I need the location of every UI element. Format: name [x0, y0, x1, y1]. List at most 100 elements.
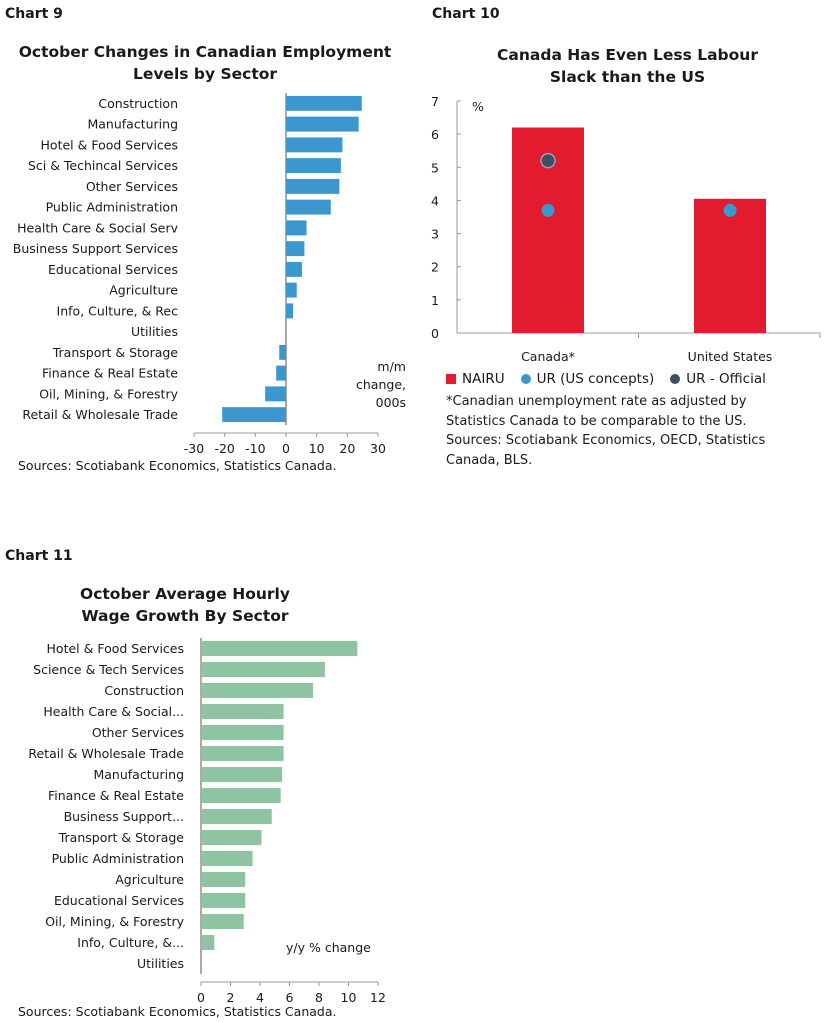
x-tick-label: 10: [341, 990, 357, 1005]
chart9-unit-note: m/m change, 000s: [330, 358, 406, 412]
bar: [276, 365, 286, 381]
x-tick-label: 6: [286, 990, 294, 1005]
nairu-bar: [694, 198, 766, 333]
category-label: Hotel & Food Services: [47, 641, 184, 656]
chart9-source: Sources: Scotiabank Economics, Statistic…: [18, 458, 337, 473]
chart10-title-line2: Slack than the US: [549, 68, 706, 86]
chart10-title: Canada Has Even Less Labour Slack than t…: [445, 44, 810, 88]
ur-us-dot: [541, 203, 555, 217]
bar: [286, 178, 340, 194]
x-tick-label: 10: [309, 441, 325, 456]
category-label: Business Support Services: [13, 241, 178, 256]
chart9-title-line1: October Changes in Canadian Employment: [18, 43, 392, 61]
chart9-title-line2: Levels by Sector: [132, 65, 278, 83]
category-label: Sci & Techincal Services: [28, 158, 178, 173]
legend-ur-official-label: UR - Official: [686, 371, 766, 387]
legend-ur-official-swatch: [670, 374, 681, 384]
category-label: Other Services: [92, 725, 184, 740]
category-label: Canada*: [521, 349, 575, 364]
category-label: Utilities: [137, 956, 184, 971]
chart11-unit-note: y/y % change: [286, 940, 371, 955]
bar: [201, 766, 283, 783]
chart10-footnote: *Canadian unemployment rate as adjusted …: [446, 392, 765, 470]
bar: [286, 241, 305, 257]
y-tick-label: 6: [431, 127, 439, 142]
bar: [201, 850, 253, 867]
legend-nairu-swatch: [446, 374, 456, 384]
x-tick-label: 8: [315, 990, 323, 1005]
bar: [286, 137, 343, 153]
bar: [286, 303, 294, 319]
category-label: Business Support...: [64, 809, 184, 824]
category-label: Agriculture: [109, 283, 178, 298]
y-tick-label: 3: [431, 227, 439, 242]
bar: [222, 407, 286, 423]
bar: [201, 640, 358, 657]
category-label: Health Care & Social Serv: [17, 220, 178, 235]
category-label: Info, Culture, &...: [77, 935, 184, 950]
x-tick-label: 12: [370, 990, 386, 1005]
category-label: Construction: [98, 96, 178, 111]
bar: [201, 661, 325, 678]
ur-us-dot: [723, 203, 737, 217]
category-label: Manufacturing: [87, 117, 178, 132]
x-tick-label: -30: [184, 441, 204, 456]
x-tick-label: 4: [256, 990, 264, 1005]
x-tick-label: 0: [197, 990, 205, 1005]
y-tick-label: 2: [431, 260, 439, 275]
bar: [201, 682, 314, 699]
category-label: Public Administration: [52, 851, 184, 866]
chart10-label: Chart 10: [432, 6, 500, 22]
chart9-unit-line1: m/m: [377, 359, 406, 374]
category-label: Oil, Mining, & Forestry: [45, 914, 184, 929]
bar: [201, 787, 281, 804]
x-tick-label: 2: [227, 990, 235, 1005]
chart10-footnote-line4: Canada, BLS.: [446, 452, 533, 468]
bar: [286, 199, 331, 215]
category-label: Finance & Real Estate: [42, 366, 178, 381]
bar: [286, 220, 307, 236]
bar: [201, 934, 215, 951]
chart11-title-line2: Wage Growth By Sector: [81, 607, 289, 625]
chart9-unit-line2: change,: [356, 377, 406, 392]
category-label: Construction: [104, 683, 184, 698]
bar: [286, 95, 362, 111]
chart11-source: Sources: Scotiabank Economics, Statistic…: [18, 1004, 337, 1019]
bar: [201, 829, 262, 846]
bar: [201, 703, 284, 720]
category-label: Retail & Wholesale Trade: [28, 746, 184, 761]
chart9-label: Chart 9: [5, 6, 63, 22]
category-label: Health Care & Social...: [43, 704, 184, 719]
category-label: Finance & Real Estate: [48, 788, 184, 803]
category-label: Transport & Storage: [58, 830, 185, 845]
bar: [286, 116, 359, 132]
x-tick-label: 30: [370, 441, 386, 456]
bar: [201, 724, 284, 741]
bar: [286, 261, 302, 277]
chart9-title: October Changes in Canadian Employment L…: [10, 41, 400, 85]
category-label: Public Administration: [46, 200, 178, 215]
bar: [201, 871, 246, 888]
category-label: Info, Culture, & Rec: [57, 303, 179, 318]
chart10-footnote-line2: Statistics Canada to be comparable to th…: [446, 413, 747, 429]
chart11-label: Chart 11: [5, 548, 73, 564]
category-label: Retail & Wholesale Trade: [22, 407, 178, 422]
category-label: Educational Services: [48, 262, 178, 277]
x-tick-label: -20: [214, 441, 234, 456]
bar: [201, 913, 244, 930]
y-tick-label: 7: [431, 94, 439, 109]
category-label: Agriculture: [115, 872, 184, 887]
bar: [265, 386, 286, 402]
category-label: Other Services: [86, 179, 178, 194]
bar: [286, 282, 297, 298]
chart11-title-line1: October Average Hourly: [80, 585, 290, 603]
bar: [201, 808, 272, 825]
bar: [201, 892, 246, 909]
bar: [279, 344, 286, 360]
y-unit-label: %: [472, 99, 484, 114]
bar: [286, 158, 341, 174]
chart10-footnote-line1: *Canadian unemployment rate as adjusted …: [446, 394, 747, 409]
